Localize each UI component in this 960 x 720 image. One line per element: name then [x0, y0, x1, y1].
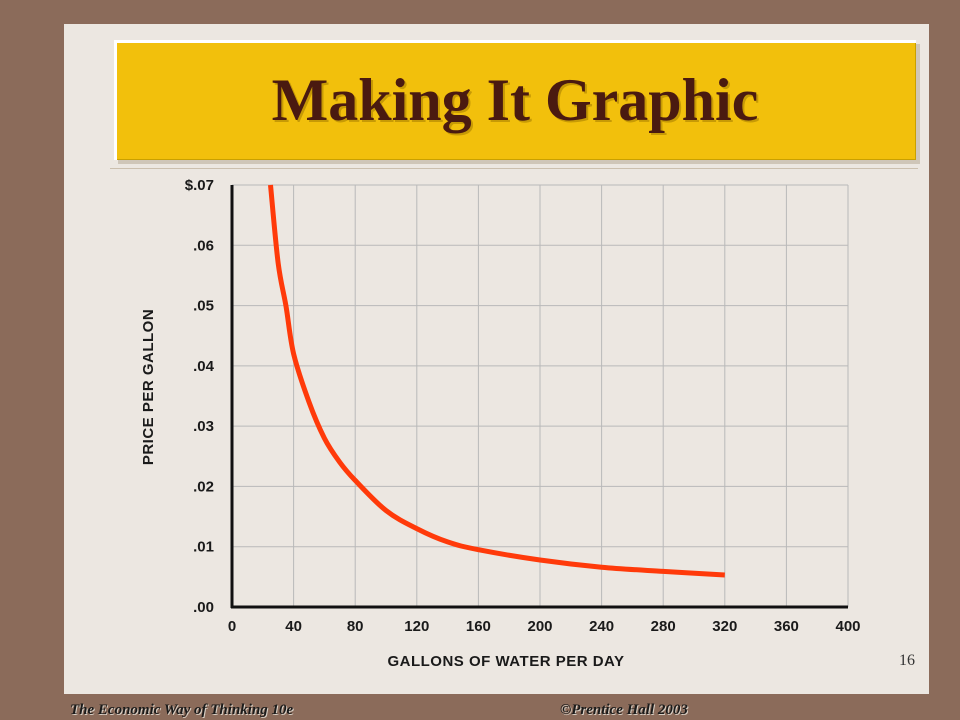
y-tick-label: .01 — [193, 539, 214, 556]
x-tick-label: 0 — [228, 618, 236, 635]
footer-book-title: The Economic Way of Thinking 10e — [70, 702, 294, 718]
footer: The Economic Way of Thinking 10e ©Prenti… — [0, 698, 960, 720]
y-tick-label: .05 — [193, 298, 214, 315]
chart-grid — [232, 184, 849, 607]
y-tick-label: $.07 — [185, 177, 214, 194]
x-axis-title: GALLONS OF WATER PER DAY — [387, 653, 624, 670]
slide: Making It Graphic 16 — [64, 24, 929, 694]
y-tick-label: .02 — [193, 478, 214, 495]
chart-axes — [230, 185, 848, 609]
y-tick-label: .03 — [193, 418, 214, 435]
y-axis-title: PRICE PER GALLON — [140, 309, 157, 465]
y-tick-label: .04 — [193, 358, 215, 375]
demand-curve — [268, 184, 725, 578]
title-bar: Making It Graphic — [114, 40, 916, 160]
x-tick-label: 200 — [527, 618, 552, 635]
x-tick-label: 280 — [651, 618, 676, 635]
x-tick-label: 40 — [285, 618, 302, 635]
x-tick-label: 400 — [835, 618, 860, 635]
y-tick-labels: .00 .01 .02 .03 .04 .05 .06 $.07 — [185, 177, 215, 616]
x-tick-label: 240 — [589, 618, 614, 635]
x-tick-label: 120 — [404, 618, 429, 635]
x-tick-label: 320 — [712, 618, 737, 635]
x-tick-labels: 0 40 80 120 160 200 240 280 320 360 400 — [228, 618, 861, 635]
slide-title: Making It Graphic — [271, 66, 759, 133]
x-tick-label: 160 — [466, 618, 491, 635]
y-tick-label: .00 — [193, 599, 214, 616]
x-tick-label: 80 — [347, 618, 364, 635]
title-divider — [110, 168, 918, 169]
page-number: 16 — [899, 652, 915, 669]
x-tick-label: 360 — [774, 618, 799, 635]
y-tick-label: .06 — [193, 237, 214, 254]
footer-copyright: ©Prentice Hall 2003 — [560, 702, 688, 718]
